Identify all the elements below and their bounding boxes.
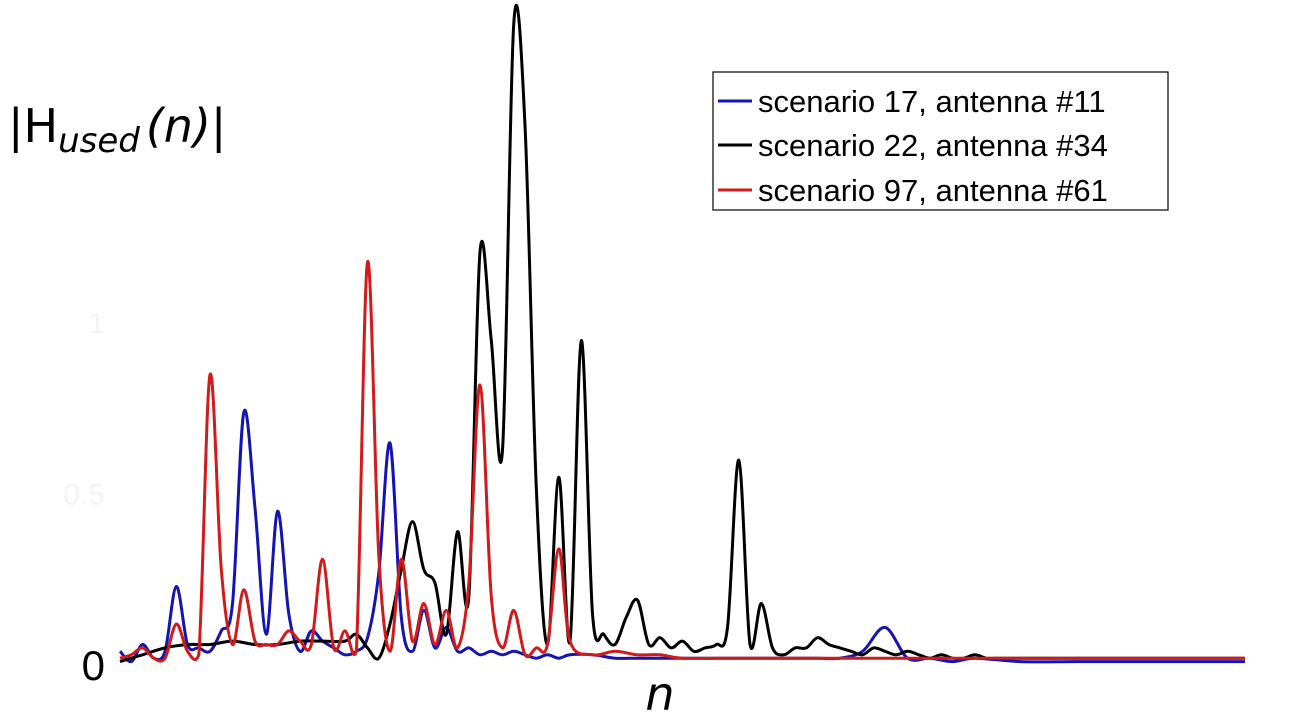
y-tick-group: 00.51 [63,308,105,689]
x-axis-label: n [645,667,674,720]
y-axis-label: |Hused (n)| [8,99,226,161]
y-tick-label: 1 [88,308,105,341]
y-axis-label-part-2: used [58,121,140,161]
legend-box [712,71,1169,211]
y-tick-label: 0.5 [63,478,105,511]
y-tick-label: 0 [82,642,105,689]
legend-label-scenario-22: scenario 22, antenna #34 [758,128,1108,163]
y-axis-label-part-3: (n)| [146,99,227,154]
series-line-scenario-97-antenna-61 [119,260,1245,663]
y-axis-label-part-1: |H [8,99,58,154]
legend-label-scenario-17: scenario 17, antenna #11 [758,84,1106,119]
legend-label-scenario-97: scenario 97, antenna #61 [758,173,1108,208]
legend: scenario 17, antenna #11 scenario 22, an… [712,71,1169,211]
series-group [118,4,1245,664]
series-line-scenario-17-antenna-11 [118,408,1245,664]
